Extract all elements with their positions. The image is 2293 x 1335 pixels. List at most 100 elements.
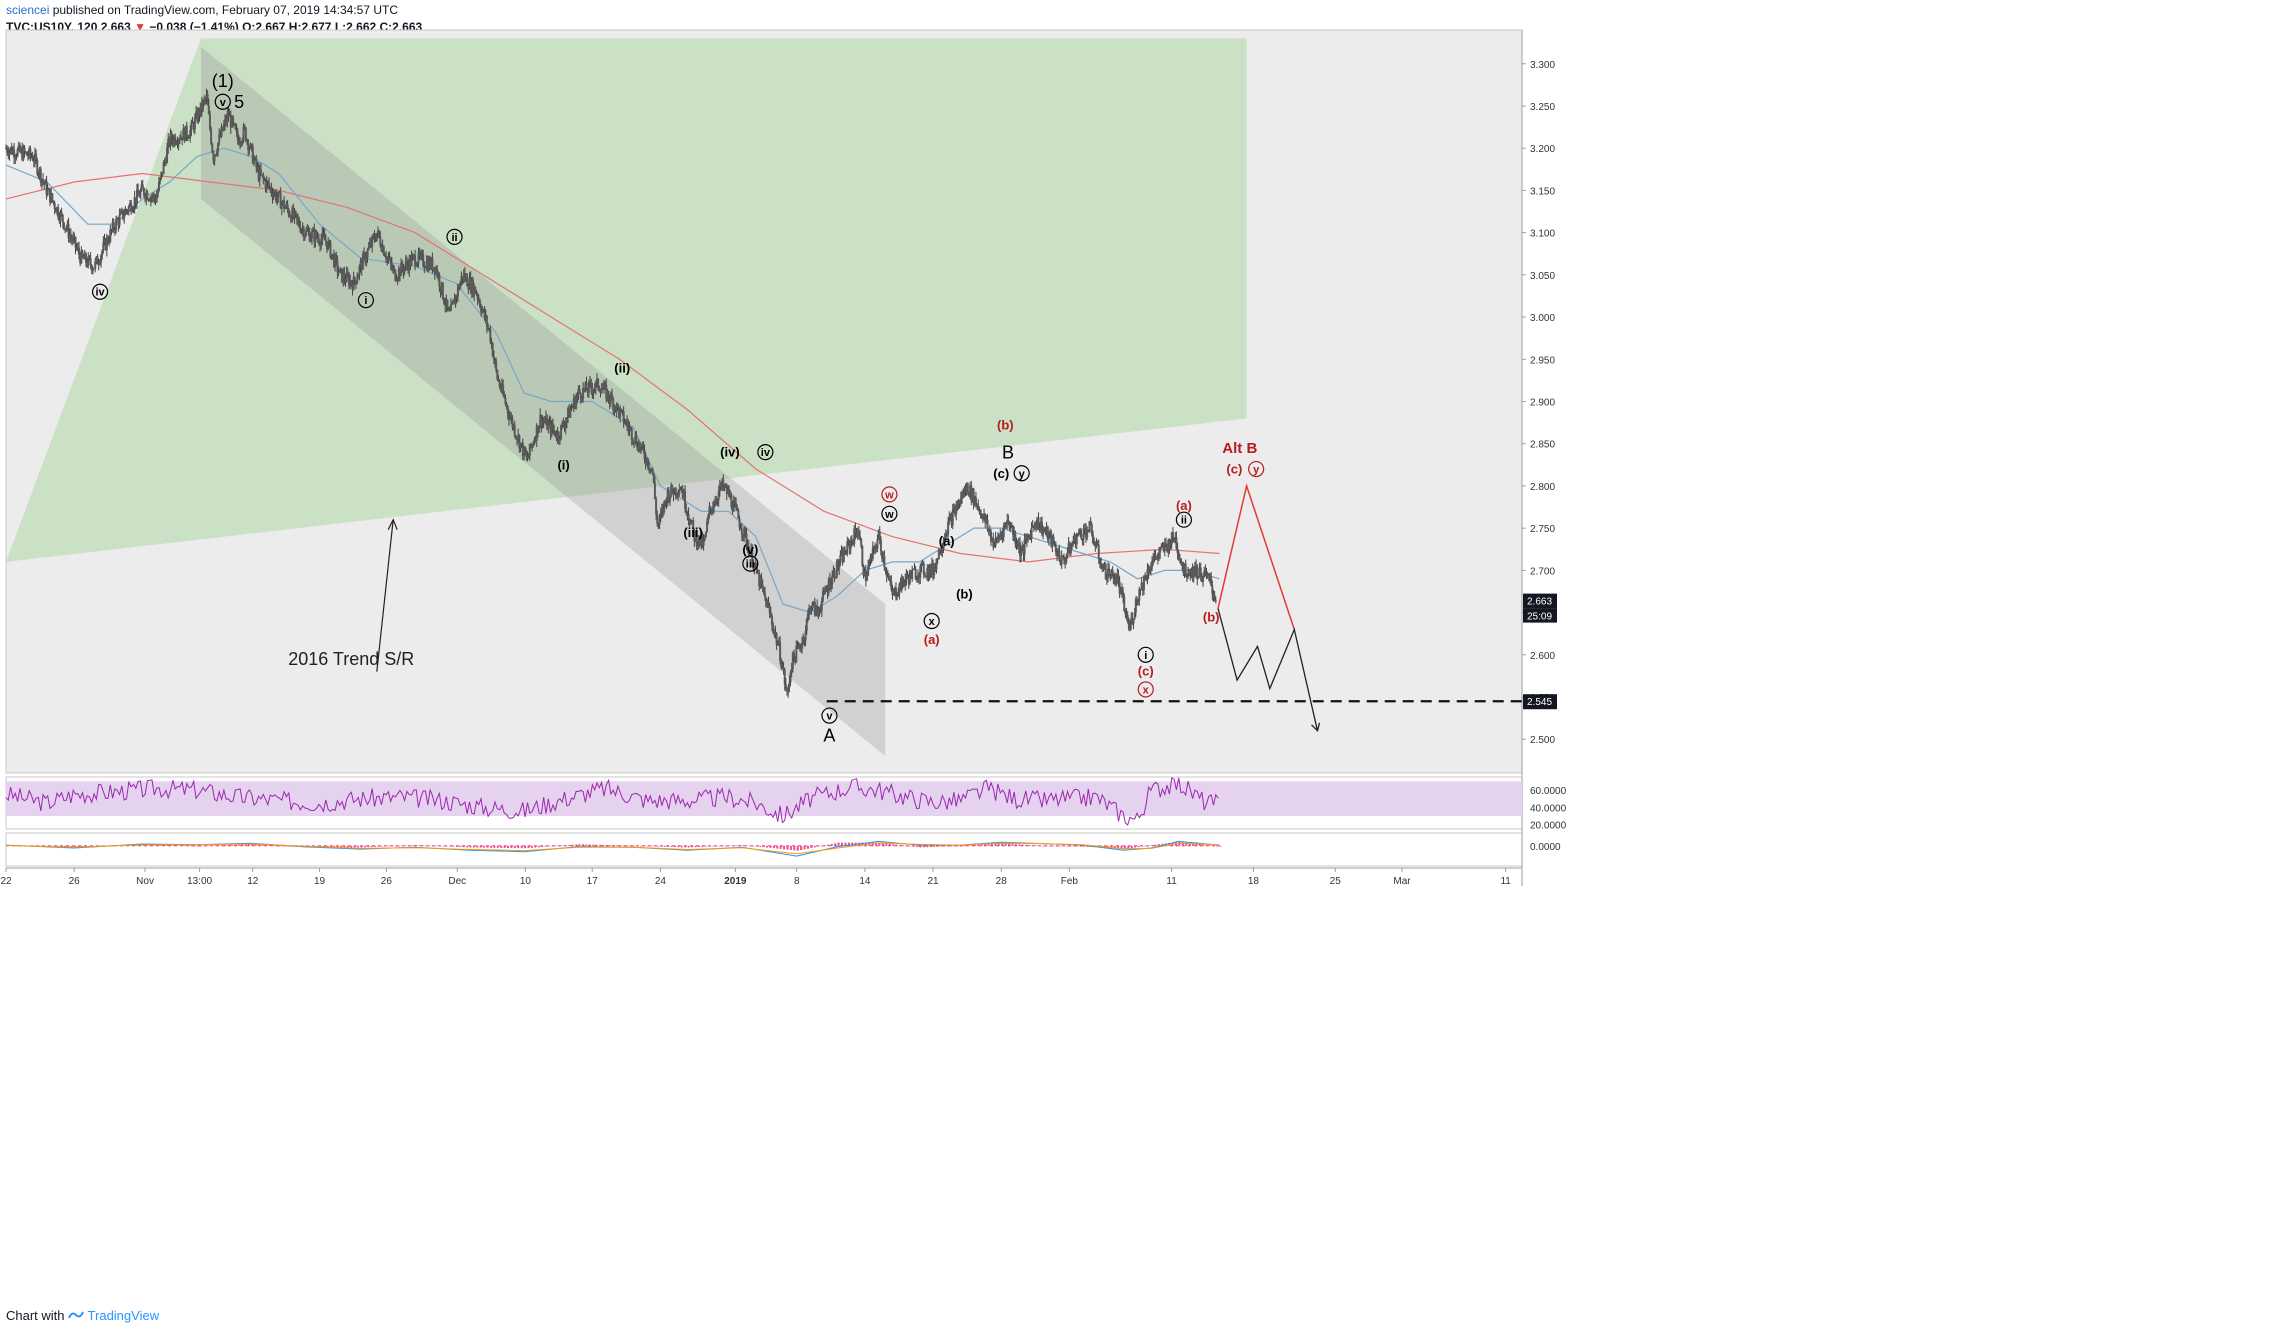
candle-body	[1002, 525, 1005, 537]
candle-body	[261, 174, 264, 176]
candle-body	[294, 211, 297, 214]
candle-body	[1188, 573, 1191, 575]
candle-body	[246, 140, 249, 142]
candle-body	[640, 446, 643, 450]
candle-body	[915, 578, 918, 580]
candle-body	[320, 239, 323, 246]
macd-histogram-bar	[735, 845, 738, 846]
candle-body	[100, 255, 103, 263]
candle-body	[1085, 529, 1088, 538]
macd-histogram-bar	[452, 845, 455, 847]
candle-body	[185, 125, 188, 137]
macd-histogram-bar	[714, 845, 717, 847]
candle-body	[746, 545, 749, 547]
candle-body	[1020, 550, 1023, 556]
candle-body	[726, 489, 729, 494]
candle-body	[505, 403, 508, 407]
candle-body	[83, 253, 86, 260]
candle-body	[204, 98, 207, 100]
candle-body	[32, 160, 35, 162]
candle-body	[922, 563, 925, 575]
candle-body	[1120, 588, 1123, 593]
tradingview-brand-link[interactable]: TradingView	[87, 1308, 160, 1323]
candle-body	[439, 286, 442, 292]
candle-body	[715, 501, 718, 503]
candle-body	[284, 207, 287, 209]
candle-body	[104, 239, 107, 250]
macd-histogram-bar	[619, 845, 622, 847]
candle-body	[992, 538, 995, 548]
candle-body	[472, 279, 475, 296]
candle-body	[330, 253, 333, 258]
candle-body	[1038, 528, 1041, 530]
candle-body	[932, 563, 935, 576]
candle-body	[1177, 552, 1180, 559]
author-link[interactable]: sciencei	[6, 3, 50, 17]
macd-histogram-bar	[1123, 845, 1126, 850]
wave-label: 5	[234, 92, 244, 112]
macd-histogram-bar	[558, 845, 561, 847]
candle-body	[751, 549, 754, 567]
candle-body	[87, 256, 90, 266]
wave-label: w	[884, 489, 894, 501]
macd-histogram-bar	[817, 845, 820, 847]
candle-body	[1100, 563, 1103, 569]
footer-prefix: Chart with	[6, 1308, 65, 1323]
macd-histogram-bar	[766, 845, 769, 848]
candle-body	[681, 489, 684, 498]
candle-body	[1195, 566, 1198, 575]
macd-histogram-bar	[660, 845, 663, 847]
candle-body	[30, 155, 33, 157]
candle-body	[631, 440, 634, 442]
trend-arrow-head	[387, 518, 398, 530]
candle-body	[644, 458, 647, 464]
macd-histogram-bar	[343, 845, 346, 848]
candle-body	[1164, 543, 1167, 546]
candle-body	[119, 211, 122, 215]
candle-body	[78, 247, 81, 255]
moving-average-line-1	[5, 172, 1220, 563]
candle-body	[791, 652, 794, 670]
candle-body	[346, 272, 349, 277]
macd-histogram-bar	[588, 844, 591, 846]
candle-body	[440, 282, 443, 292]
candle-body	[485, 316, 488, 327]
macd-histogram-bar	[898, 845, 901, 846]
candle-body	[36, 159, 39, 174]
candle-body	[847, 541, 850, 543]
candle-body	[520, 442, 523, 444]
candle-body	[677, 493, 680, 495]
macd-histogram-bar	[193, 845, 196, 847]
candle-body	[512, 424, 515, 427]
candle-body	[182, 128, 185, 141]
candle-body	[410, 256, 413, 266]
macd-histogram-bar	[1195, 843, 1198, 846]
macd-histogram-bar	[599, 844, 602, 846]
countdown-tag	[1523, 608, 1557, 623]
candle-body	[951, 509, 954, 526]
macd-histogram-bar	[783, 845, 786, 850]
candle-body	[286, 204, 289, 210]
candle-body	[499, 386, 502, 391]
candle-body	[1021, 546, 1024, 551]
wave-label: (iv)	[720, 445, 740, 460]
candle-body	[623, 422, 626, 424]
candle-body	[462, 273, 465, 279]
candle-body	[733, 502, 736, 504]
candle-body	[213, 155, 216, 162]
candle-body	[10, 147, 13, 155]
candle-body	[449, 304, 452, 311]
candle-body	[918, 574, 921, 578]
candle-body	[339, 268, 342, 270]
candle-body	[203, 99, 206, 101]
wave-label: (b)	[997, 418, 1014, 433]
candle-body	[556, 432, 559, 439]
macd-signal-line	[5, 842, 1220, 855]
candle-body	[302, 228, 305, 238]
candle-body	[721, 479, 724, 487]
candle-body	[162, 162, 165, 175]
macd-histogram-bar	[800, 845, 803, 851]
time-axis-label: Dec	[448, 876, 466, 887]
candle-body	[805, 619, 808, 631]
